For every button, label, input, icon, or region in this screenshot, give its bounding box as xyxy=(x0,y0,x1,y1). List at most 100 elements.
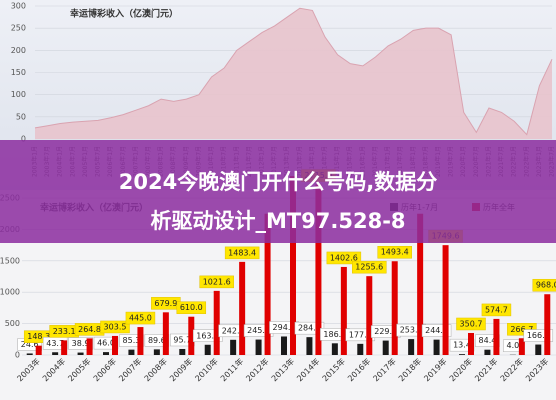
y-tick-label: 250 xyxy=(11,24,26,33)
bar xyxy=(52,352,59,355)
data-label: 186.2 xyxy=(323,330,346,339)
bar xyxy=(153,349,160,355)
banner-line: 析驱动设计_MT97.528-8 xyxy=(150,209,405,233)
bar xyxy=(239,261,246,355)
data-label: 46.0 xyxy=(97,339,115,348)
data-label: 266.7 xyxy=(510,325,533,334)
bar xyxy=(281,336,287,355)
data-label: 4.0 xyxy=(506,341,519,350)
data-label: 38.9 xyxy=(72,339,90,348)
data-label: 1402.6 xyxy=(330,253,358,262)
label-box xyxy=(224,246,260,260)
bar xyxy=(518,338,525,355)
y-tick-label: 0 xyxy=(15,351,20,360)
label-box xyxy=(456,317,486,331)
y-tick-label: 0 xyxy=(21,135,26,144)
y-tick-label: 100 xyxy=(11,90,26,99)
bar xyxy=(255,339,262,355)
data-label: 1483.4 xyxy=(228,248,256,257)
data-label: 148.3 xyxy=(27,332,50,341)
bar xyxy=(26,353,33,355)
data-label: 350.7 xyxy=(460,319,483,328)
data-label: 229.6 xyxy=(374,327,397,336)
data-label: 13.4 xyxy=(453,341,471,350)
bar xyxy=(544,294,551,355)
label-box xyxy=(176,301,207,314)
chart-title: 幸运博彩收入（亿澳门元） xyxy=(70,8,178,20)
data-label: 284.2 xyxy=(298,324,321,333)
data-label: 1255.6 xyxy=(355,263,383,272)
area-line xyxy=(34,7,553,136)
bar xyxy=(179,348,186,355)
data-label: 24.6 xyxy=(21,340,39,349)
bar xyxy=(61,340,68,355)
label-box xyxy=(125,311,156,325)
data-label: 84.4 xyxy=(479,336,497,345)
y-tick-label: 50 xyxy=(16,112,26,121)
area-fill xyxy=(35,8,552,140)
data-label: 43.7 xyxy=(46,339,64,348)
bar xyxy=(230,339,237,355)
bar xyxy=(213,290,220,355)
data-label: 610.0 xyxy=(180,303,203,312)
bar xyxy=(264,213,271,355)
data-label: 968.0 xyxy=(536,281,556,290)
bar xyxy=(290,176,296,355)
bar xyxy=(137,327,144,355)
data-label: 244.5 xyxy=(425,326,448,335)
data-label: 242.1 xyxy=(222,326,245,335)
bar xyxy=(128,349,135,355)
bar xyxy=(162,312,169,355)
data-label: 445.0 xyxy=(129,314,152,323)
data-label: 85.3 xyxy=(123,336,141,345)
data-label: 253.3 xyxy=(400,326,423,335)
label-box xyxy=(199,275,234,289)
bar xyxy=(112,335,118,355)
data-label: 294.9 xyxy=(273,323,296,332)
data-label: 233.1 xyxy=(53,327,76,336)
bar xyxy=(340,266,347,355)
data-label: 245.8 xyxy=(247,326,270,335)
data-label: 166.6 xyxy=(527,331,550,340)
data-label: 163.1 xyxy=(196,331,219,340)
bar xyxy=(391,261,398,355)
bar xyxy=(103,352,109,355)
bar xyxy=(484,349,491,355)
y-tick-label: 150 xyxy=(11,68,26,77)
bar xyxy=(535,344,542,355)
bar xyxy=(459,354,465,355)
y-tick-label: 1500 xyxy=(0,256,20,265)
data-label: 264.8 xyxy=(78,325,101,334)
data-label: 679.9 xyxy=(154,299,177,308)
bar xyxy=(417,213,424,355)
bar xyxy=(315,184,322,355)
bar xyxy=(77,352,84,355)
bar xyxy=(442,245,449,355)
data-label: 574.7 xyxy=(485,305,508,314)
bar xyxy=(35,345,42,355)
bar xyxy=(306,337,313,355)
label-box xyxy=(532,278,556,292)
data-label: 303.5 xyxy=(104,322,127,331)
data-label: 1493.4 xyxy=(381,248,409,257)
bar xyxy=(468,332,474,355)
y-tick-label: 200 xyxy=(11,46,26,55)
bar xyxy=(188,316,195,355)
data-label: 177.7 xyxy=(349,330,372,339)
label-box xyxy=(377,245,412,259)
data-label: 1021.6 xyxy=(203,277,231,286)
data-label: 95.7 xyxy=(173,335,191,344)
bar xyxy=(204,344,211,355)
bar xyxy=(408,339,415,355)
bar xyxy=(331,343,338,355)
bar xyxy=(493,318,500,355)
bar xyxy=(86,338,93,355)
bar xyxy=(366,276,373,355)
y-tick-label: 500 xyxy=(5,319,20,328)
banner-line: 2024今晚澳门开什么号码,数据分 xyxy=(119,170,437,194)
label-box xyxy=(352,260,387,274)
bar xyxy=(433,339,440,355)
label-box xyxy=(481,303,512,317)
banner xyxy=(0,140,556,243)
